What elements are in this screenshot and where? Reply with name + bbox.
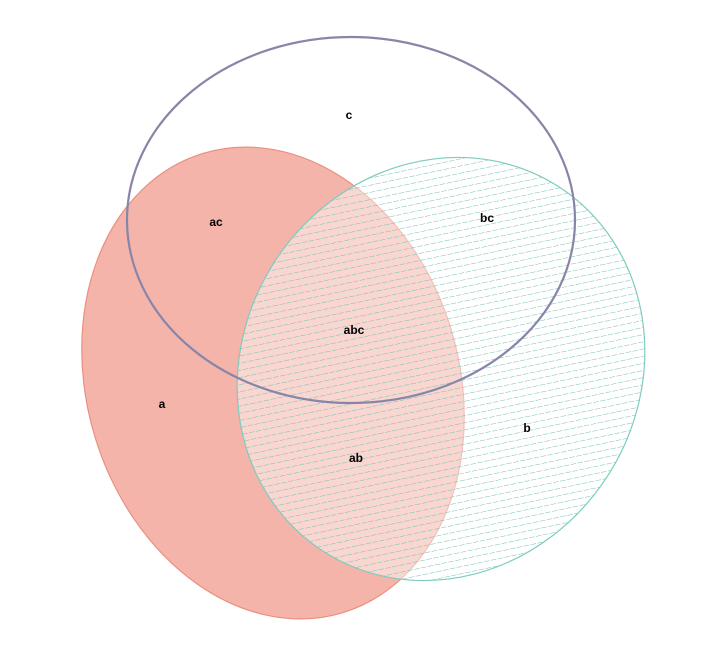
label-ac: ac bbox=[209, 215, 223, 229]
set-c-ellipse bbox=[125, 35, 577, 405]
label-abc: abc bbox=[344, 323, 365, 337]
set-b-ellipse bbox=[236, 156, 646, 582]
label-ab: ab bbox=[349, 451, 363, 465]
label-c: c bbox=[346, 108, 353, 122]
label-a: a bbox=[159, 397, 166, 411]
label-bc: bc bbox=[480, 211, 494, 225]
label-b: b bbox=[523, 421, 530, 435]
